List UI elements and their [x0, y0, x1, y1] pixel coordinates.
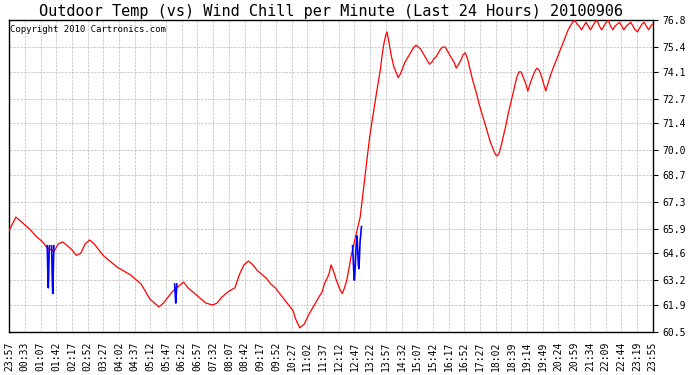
Text: Copyright 2010 Cartronics.com: Copyright 2010 Cartronics.com — [10, 25, 166, 34]
Title: Outdoor Temp (vs) Wind Chill per Minute (Last 24 Hours) 20100906: Outdoor Temp (vs) Wind Chill per Minute … — [39, 4, 623, 19]
